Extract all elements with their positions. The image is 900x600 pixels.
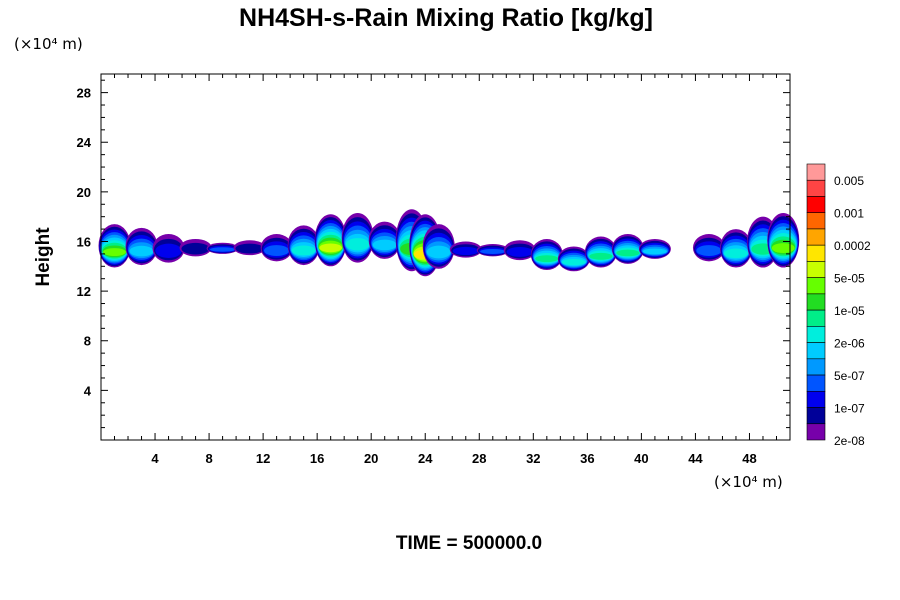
x-tick-label: 20 <box>364 451 378 466</box>
layer-cell <box>129 245 154 257</box>
layer-cell <box>426 245 451 259</box>
layer-cell <box>616 249 640 257</box>
x-tick-label: 48 <box>742 451 756 466</box>
x-tick-label: 32 <box>526 451 540 466</box>
x-tick-label: 36 <box>580 451 594 466</box>
layer-cell <box>181 242 210 255</box>
y-tick-label: 16 <box>77 234 91 249</box>
colorbar-label: 0.0002 <box>834 239 871 253</box>
plot-frame <box>100 73 791 441</box>
layer-cell <box>209 247 236 252</box>
x-tick-label: 8 <box>205 451 212 466</box>
colorbar-swatch <box>806 390 826 408</box>
colorbar-swatch <box>806 212 826 230</box>
colorbar-label: 1e-05 <box>834 304 865 318</box>
x-axis-unit: (×10⁴ m) <box>714 473 783 491</box>
y-tick-label: 8 <box>84 334 91 349</box>
layer-cell <box>771 243 795 254</box>
layer-cell <box>535 255 559 263</box>
y-tick-label: 24 <box>77 135 92 150</box>
colorbar-swatch <box>806 309 826 327</box>
layer-cell <box>696 245 722 257</box>
x-tick-label: 40 <box>634 451 648 466</box>
colorbar-label: 2e-06 <box>834 337 865 351</box>
layer-cell <box>589 252 613 260</box>
colorbar-swatch <box>806 277 826 295</box>
colorbar-swatch <box>806 407 826 425</box>
layer-cell <box>155 243 182 258</box>
colorbar-swatch <box>806 374 826 392</box>
colorbar-label: 0.005 <box>834 174 864 188</box>
x-tick-label: 16 <box>310 451 324 466</box>
layer-cell <box>506 246 534 257</box>
colorbar-swatch <box>806 293 826 311</box>
layer-cell <box>480 248 506 254</box>
y-tick-label: 20 <box>77 185 91 200</box>
layer-cell <box>642 248 667 255</box>
y-axis-unit: (×10⁴ m) <box>14 35 83 53</box>
layer-cell <box>319 243 342 253</box>
y-tick-label: 12 <box>77 284 91 299</box>
layer-cell <box>345 238 370 251</box>
time-label: TIME = 500000.0 <box>396 533 542 554</box>
colorbar-swatch <box>806 342 826 360</box>
layer-cell <box>372 239 397 251</box>
x-tick-label: 28 <box>472 451 486 466</box>
colorbar-swatch <box>806 423 826 441</box>
x-tick-label: 4 <box>151 451 159 466</box>
colorbar-swatch <box>806 163 826 181</box>
colorbar-swatch <box>806 228 826 246</box>
colorbar-swatch <box>806 196 826 214</box>
y-tick-label: 28 <box>77 86 91 101</box>
colorbar-swatch <box>806 358 826 376</box>
colorbar-swatch <box>806 244 826 262</box>
layer-cell <box>103 248 126 256</box>
mixing-ratio-layer <box>98 209 800 277</box>
chart-title: NH4SH-s-Rain Mixing Ratio [kg/kg] <box>239 4 653 32</box>
layer-cell <box>562 259 586 266</box>
layer-cell <box>263 245 290 257</box>
colorbar: 0.005 0.001 0.0002 5e-05 1e-05 2e-06 5e-07 1e-0… <box>806 163 871 448</box>
layer-cell <box>452 246 479 255</box>
colorbar-label: 5e-07 <box>834 369 865 383</box>
layer-cell <box>724 248 748 259</box>
x-tick-label: 24 <box>418 451 433 466</box>
colorbar-swatch <box>806 179 826 197</box>
colorbar-label: 2e-08 <box>834 434 865 448</box>
colorbar-swatch <box>806 261 826 278</box>
y-axis: 4 8 12 16 20 24 28 <box>77 79 790 429</box>
x-axis: 4 8 12 16 20 24 28 32 36 40 44 48 <box>114 74 777 466</box>
x-tick-label: 44 <box>688 451 703 466</box>
layer-cell <box>235 243 264 254</box>
y-tick-label: 4 <box>84 383 92 398</box>
x-tick-label: 12 <box>256 451 270 466</box>
colorbar-label: 0.001 <box>834 207 864 221</box>
colorbar-swatch <box>806 326 826 343</box>
colorbar-label: 5e-05 <box>834 272 865 286</box>
layer-cell <box>291 245 316 256</box>
y-axis-label: Height <box>33 227 54 287</box>
colorbar-label: 1e-07 <box>834 402 865 416</box>
